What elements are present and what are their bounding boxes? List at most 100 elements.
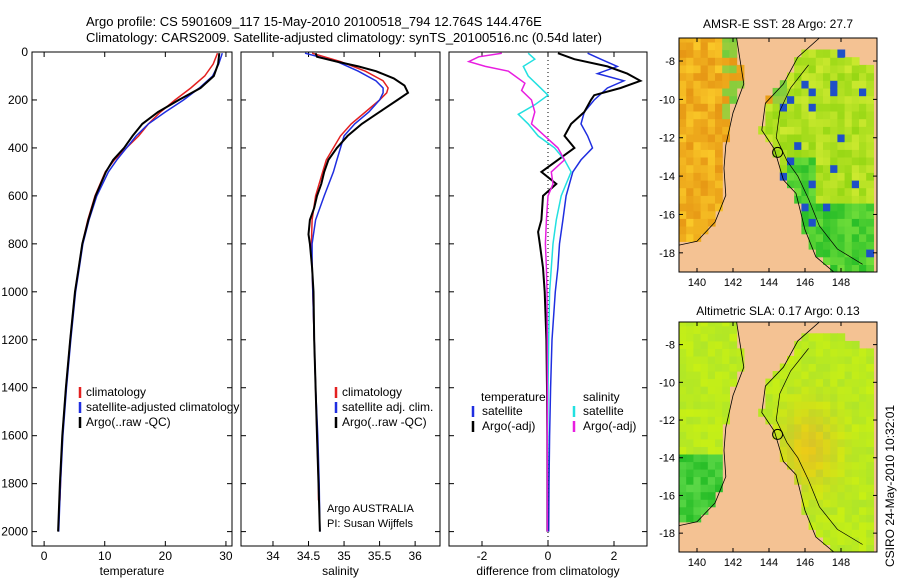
map-cell — [837, 249, 846, 258]
map-cell — [823, 333, 831, 342]
map-cell — [679, 72, 687, 81]
map-cell — [794, 446, 802, 455]
map-cell — [801, 95, 810, 104]
map-cell — [815, 514, 824, 523]
map-cell — [844, 80, 853, 89]
map-cell — [715, 187, 723, 196]
y-tick-label: -14 — [659, 171, 675, 183]
map-cell — [707, 408, 716, 417]
map-cell — [830, 386, 838, 395]
map-cell — [851, 340, 860, 349]
map-cell — [844, 544, 853, 552]
map-cell — [859, 438, 867, 447]
map-cell — [801, 172, 810, 181]
map-cell — [722, 57, 730, 66]
map-cell — [851, 408, 860, 417]
map-cell — [830, 355, 838, 364]
map-cell — [808, 49, 817, 58]
map-cell — [787, 416, 795, 425]
map-cell — [815, 469, 824, 478]
map-cell — [686, 348, 694, 357]
map-cell — [866, 476, 874, 485]
map-cell — [693, 195, 702, 204]
map-cell — [859, 521, 867, 530]
map-cell — [715, 408, 723, 417]
map-cell — [801, 484, 810, 493]
map-cell — [679, 49, 687, 58]
map-cell — [866, 103, 874, 112]
map-cell — [823, 64, 831, 74]
map-cell — [815, 431, 824, 440]
map-cell — [700, 156, 709, 166]
map-cell — [686, 133, 694, 143]
map-cell — [859, 544, 867, 552]
map-cell — [815, 408, 824, 417]
map-cell — [851, 393, 860, 402]
map-cell — [866, 431, 874, 440]
map-cell — [801, 156, 810, 166]
map-cell — [837, 340, 846, 349]
map-cell — [844, 363, 853, 372]
map-cell — [808, 454, 817, 463]
map-cell — [794, 476, 802, 485]
map-cell — [772, 95, 781, 104]
map-cell — [808, 438, 817, 447]
map-cell — [729, 49, 738, 58]
map-cell — [851, 156, 860, 166]
map-cell — [866, 187, 874, 196]
x-tick-label: 34 — [266, 549, 280, 563]
map-cell — [851, 401, 860, 410]
map-cell — [844, 423, 853, 432]
map-cell — [844, 340, 853, 349]
map-cell — [722, 355, 730, 364]
map-cell — [794, 118, 802, 127]
map-cell — [715, 476, 723, 485]
map-cell — [679, 363, 687, 372]
x-axis-label-temperature: temperature — [100, 564, 165, 578]
map-cell — [837, 499, 846, 508]
map-cell — [679, 218, 687, 227]
map-cell — [715, 38, 723, 43]
map-cell — [700, 491, 709, 500]
map-cell — [693, 103, 702, 112]
map-cell — [859, 233, 867, 242]
map-cell — [801, 386, 810, 395]
map-cell — [729, 57, 738, 66]
map-cell — [844, 431, 853, 440]
map-cell — [823, 241, 831, 250]
map-cell — [830, 133, 838, 143]
map-cell — [715, 340, 723, 349]
map-cell — [808, 57, 817, 66]
map-cell — [823, 469, 831, 478]
map-cell — [815, 126, 824, 135]
map-cell — [815, 499, 824, 508]
map-cell — [736, 72, 745, 81]
map-cell — [700, 322, 709, 327]
map-cell — [765, 408, 774, 417]
map-cell — [830, 210, 838, 219]
map-cell — [686, 57, 694, 66]
map-cell — [830, 363, 838, 372]
map-cell — [700, 393, 709, 402]
map-cell — [686, 408, 694, 417]
map-cell — [715, 355, 723, 364]
map-cell — [686, 431, 694, 440]
map-cell — [808, 187, 817, 196]
legend-label: climatology — [342, 385, 402, 399]
map-cell — [686, 484, 694, 493]
map-cell — [823, 103, 831, 112]
map-cell — [851, 118, 860, 127]
map-cell — [815, 149, 824, 158]
map-cell — [707, 95, 716, 104]
map-cell — [837, 87, 846, 97]
map-cell — [679, 195, 687, 204]
map-cell — [787, 454, 795, 463]
map-cell — [823, 195, 831, 204]
map-cell — [779, 454, 788, 463]
map-cell — [808, 87, 817, 97]
map-cell — [830, 438, 838, 447]
map-cell — [700, 461, 709, 470]
map-cell — [729, 87, 738, 97]
map-cell — [815, 333, 824, 342]
map-cell — [844, 446, 853, 455]
